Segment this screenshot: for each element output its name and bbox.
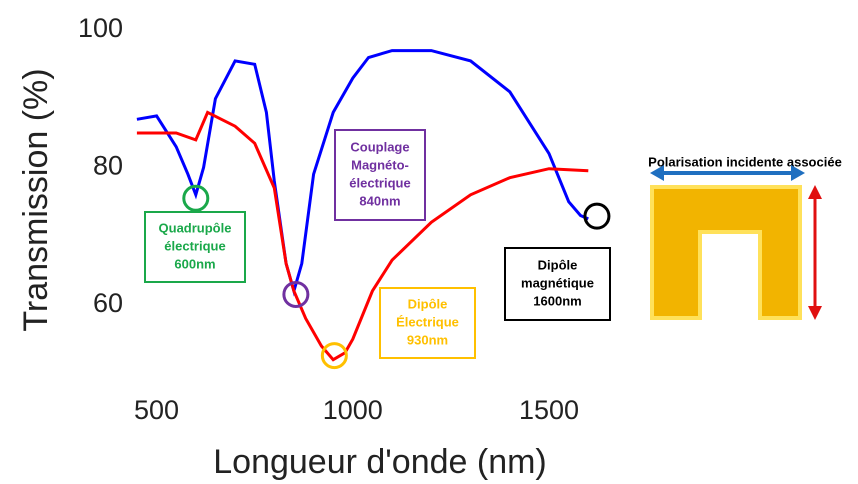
red-arrow-head: [808, 185, 822, 320]
annotation-marker: [320, 342, 348, 370]
annotation-marker: [182, 184, 210, 212]
annotation-box: [144, 211, 246, 283]
y-tick-label: 80: [93, 150, 123, 180]
annotation-box: [379, 287, 476, 359]
annotation-marker: [282, 280, 310, 308]
annotation-text: Dipôle: [538, 257, 578, 272]
annotation-text: 930nm: [407, 332, 448, 347]
annotation-text: Magnéto-: [351, 157, 409, 172]
annotation-box: [504, 247, 611, 321]
annotation-text: électrique: [349, 175, 410, 190]
side-title: Polarisation incidente associée: [648, 154, 842, 169]
y-tick-label: 100: [78, 13, 123, 43]
annotation-text: 1600nm: [533, 293, 581, 308]
annotation-text: Dipôle: [408, 296, 448, 311]
annotation-text: Électrique: [396, 314, 459, 329]
annotation-text: électrique: [164, 238, 225, 253]
line-series: [136, 110, 589, 362]
annotation-text: 600nm: [174, 256, 215, 271]
line-series: [136, 49, 589, 297]
annotation-text: Quadrupôle: [159, 220, 232, 235]
annotation-marker: [583, 202, 611, 230]
x-tick-label: 1000: [323, 395, 383, 425]
annotation-box: [334, 129, 426, 221]
annotation-text: 840nm: [359, 193, 400, 208]
u-shape: [650, 185, 802, 320]
y-axis-label: Transmission (%): [17, 68, 55, 331]
x-axis-label: Longueur d'onde (nm): [213, 443, 547, 481]
x-tick-label: 500: [134, 395, 179, 425]
annotation-text: magnétique: [521, 275, 594, 290]
y-tick-label: 60: [93, 288, 123, 318]
structure-illustration: [650, 165, 822, 320]
annotation-text: Couplage: [350, 139, 409, 154]
x-tick-label: 1500: [519, 395, 579, 425]
